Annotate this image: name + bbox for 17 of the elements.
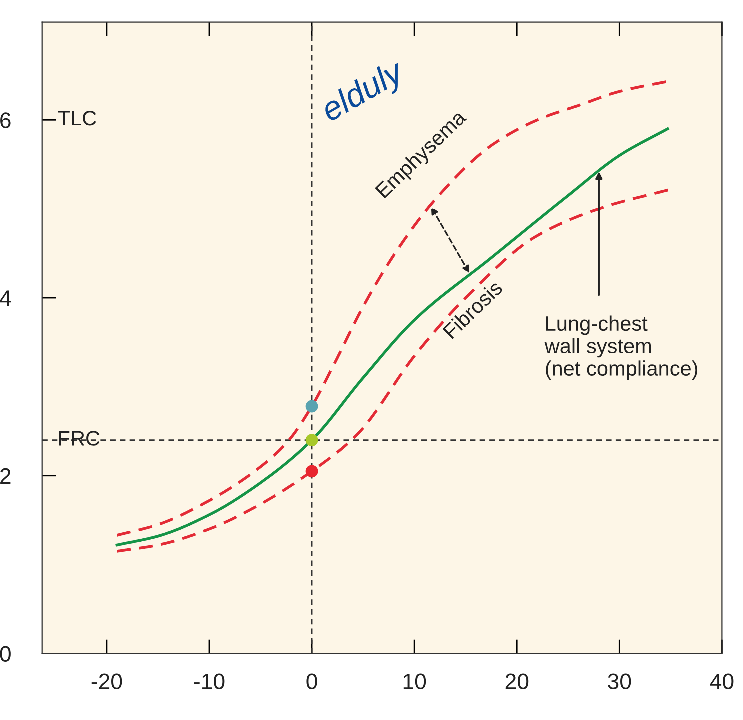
point	[306, 465, 318, 478]
y-tick-label: 6	[0, 112, 11, 128]
ref-line-label: FRC	[59, 431, 100, 446]
x-tick-label: 0	[306, 674, 318, 690]
point	[306, 434, 318, 447]
y-tick-label: 0	[0, 646, 11, 662]
y-tick-label: 2	[0, 468, 11, 484]
x-tick-label: 40	[710, 674, 734, 690]
x-tick-label: 20	[506, 674, 529, 690]
y-tick-label: 4	[0, 290, 12, 306]
x-tick-label: -20	[92, 674, 122, 690]
annotation: TLC	[58, 110, 96, 126]
x-tick-label: 10	[404, 674, 426, 690]
x-tick-label: -10	[194, 674, 225, 690]
annotation: Lung-chest wall system (net compliance)	[544, 316, 698, 380]
x-tick-label: 30	[608, 674, 632, 690]
point	[306, 400, 318, 413]
